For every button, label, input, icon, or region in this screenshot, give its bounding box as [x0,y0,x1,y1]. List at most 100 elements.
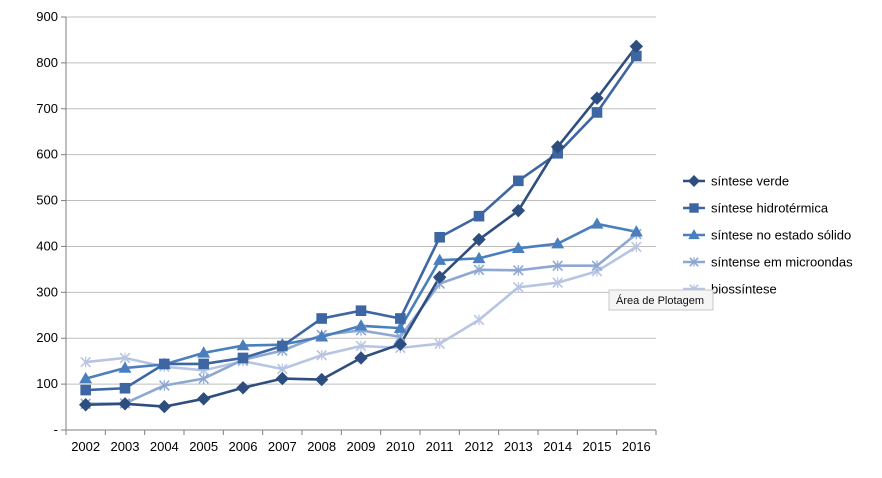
data-point [196,392,211,406]
data-point [236,338,250,351]
data-point [118,397,132,411]
y-tick-label: 200 [36,330,58,345]
data-point [198,373,210,384]
data-point [511,203,526,218]
data-point [158,380,170,391]
data-point [314,372,329,387]
data-point [590,217,604,229]
data-point [472,251,486,264]
data-point [316,349,328,361]
data-point [552,260,564,272]
x-tick-label: 2010 [386,439,415,454]
y-tick-label: 800 [36,55,58,70]
data-point [197,346,211,358]
legend: síntese verde síntese hidrotérmica síntese… [683,174,853,297]
data-point [434,231,445,243]
data-point [277,340,288,352]
data-point [316,313,327,324]
data-point [629,225,643,237]
legend-swatch-marker [688,175,700,187]
data-point [591,107,603,118]
legend-swatch-marker [688,229,700,240]
data-point [434,338,446,350]
data-point [473,314,485,326]
data-point [473,264,485,276]
y-tick-label: - [54,422,58,437]
series-markers [78,39,644,414]
data-point [393,337,408,351]
data-point [512,281,524,293]
data-point [119,382,131,394]
legend-swatch-marker [689,257,699,267]
data-point [80,356,92,368]
data-point [590,91,604,105]
x-tick-label: 2006 [229,439,258,454]
tooltip-text: Área de Plotagem [616,294,704,307]
data-point [395,313,406,324]
legend-item: síntense em microondas [683,255,853,270]
legend-label: síntese no estado sólido [711,228,851,243]
legend-item: síntese no estado sólido [683,228,851,243]
legend-item: síntese hidrotérmica [683,201,829,216]
legend-label: síntense em microondas [711,255,853,270]
gridlines [66,16,656,385]
y-tick-label: 300 [36,284,58,299]
plot-area-tooltip: Área de Plotagem [608,289,714,311]
data-point [78,398,93,412]
x-tick-label: 2012 [465,439,494,454]
data-point [315,330,329,342]
series-line [84,232,638,406]
x-tick-label: 2007 [268,439,297,454]
data-point [630,241,642,253]
data-point [354,351,368,365]
data-point [157,399,172,414]
data-point [550,140,565,154]
y-tick-label: 400 [36,238,58,253]
data-point [591,260,603,272]
x-tick-label: 2003 [111,439,140,454]
data-point [393,321,407,333]
y-tick-label: 900 [36,9,58,24]
x-tick-label: 2015 [583,439,612,454]
x-tick-label: 2013 [504,439,533,454]
data-point [473,210,485,222]
data-point [432,270,447,284]
x-tick-label: 2011 [426,439,454,454]
data-point [275,371,290,386]
legend-label: síntese verde [711,174,789,189]
data-point [198,358,209,370]
legend-item: biossíntese [683,282,777,297]
data-point [236,381,250,395]
x-tick-label: 2004 [150,439,179,454]
data-point [511,241,525,253]
data-point [79,371,93,384]
x-tick-label: 2002 [71,439,100,454]
y-tick-label: 500 [36,193,58,208]
y-tick-label: 100 [36,376,58,391]
legend-swatch-marker [689,203,699,213]
data-point [512,264,524,276]
data-point [159,358,170,370]
data-point [237,352,249,364]
data-point [513,175,524,187]
x-tick-label: 2014 [543,439,572,454]
y-tick-label: 600 [36,147,58,162]
data-point [629,39,644,54]
legend-label: biossíntese [711,282,777,297]
tooltip-box [608,289,714,311]
legend-item: síntese verde [683,174,789,189]
data-point [472,232,486,247]
data-point [118,361,132,373]
axes: - 100 200 300 400 500 600 700 800 900 2002 2003 2004… [36,9,657,454]
data-point [354,319,368,331]
data-point [355,340,367,352]
x-tick-label: 2009 [347,439,376,454]
x-tick-label: 2016 [622,439,651,454]
data-point [355,305,367,316]
y-tick-label: 700 [36,101,58,116]
legend-label: síntese hidrotérmica [711,201,829,216]
data-point [433,253,447,265]
x-tick-label: 2005 [189,439,218,454]
